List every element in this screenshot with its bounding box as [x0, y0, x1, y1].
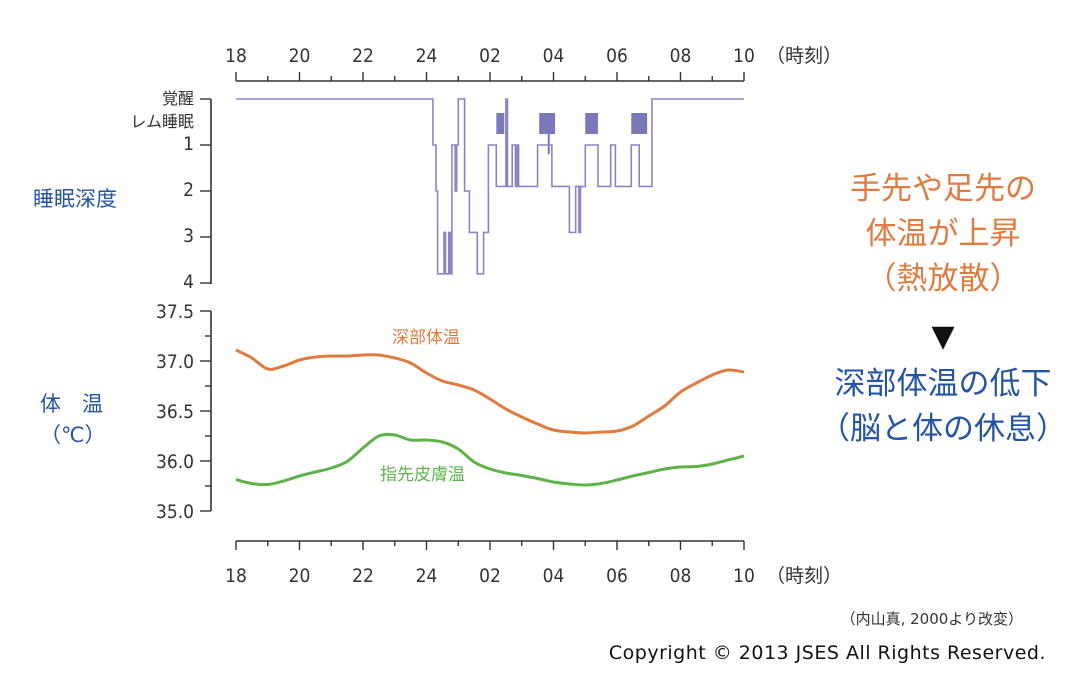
bottom-axis-tick-label: 02 — [479, 565, 501, 587]
temp-label-line1: 体 温 — [40, 392, 103, 416]
temp-y-tick-label: 36.0 — [156, 451, 194, 473]
temp-y-tick-label: 37.5 — [156, 301, 194, 323]
sleep-y-tick-label: 3 — [183, 225, 194, 247]
down-arrow-icon: ▼ — [931, 319, 954, 354]
bottom-time-axis: 18 20 22 24 02 04 06 08 10 （時刻） — [225, 540, 842, 587]
source-note: （内山真, 2000より改変） — [841, 610, 1023, 628]
bottom-axis-unit-label: （時刻） — [766, 565, 842, 587]
rem-period-block — [631, 113, 648, 134]
rem-periods — [496, 113, 648, 155]
top-axis-tick-label: 24 — [416, 45, 438, 67]
top-axis-tick-label: 04 — [543, 45, 565, 67]
callout: 手先や足先の 体温が上昇 （熱放散） ▼ 深部体温の低下 （脳と体の休息） — [819, 171, 1067, 447]
top-time-axis: 18 20 22 24 02 04 06 08 10 （時刻） — [225, 45, 842, 82]
callout-line-4: 深部体温の低下 — [835, 366, 1052, 402]
callout-line-5: （脳と体の休息） — [819, 411, 1067, 447]
sleep-y-tick-label: レム睡眠 — [130, 112, 194, 131]
bottom-axis-tick-label: 20 — [289, 565, 311, 587]
callout-line-1: 手先や足先の — [850, 171, 1036, 207]
callout-line-2: 体温が上昇 — [866, 216, 1021, 252]
sleep-y-tick-label: 覚醒 — [162, 89, 194, 108]
temp-y-ticks: 37.5 37.0 36.5 36.0 35.0 — [156, 301, 211, 523]
sleep-y-tick-label: 1 — [183, 133, 194, 155]
callout-line-3: （熱放散） — [866, 261, 1021, 297]
bottom-axis-tick-label: 10 — [733, 565, 755, 587]
top-axis-tick-label: 06 — [606, 45, 628, 67]
bottom-axis-tick-label: 04 — [543, 565, 565, 587]
copyright: Copyright © 2013 JSES All Rights Reserve… — [609, 642, 1046, 664]
sleep-y-tick-label: 4 — [183, 271, 194, 293]
top-axis-tick-label: 22 — [352, 45, 374, 67]
sleep-depth-label: 睡眠深度 — [33, 187, 117, 211]
hypnogram-line — [236, 98, 744, 275]
rem-period-block — [585, 113, 598, 134]
top-axis-tick-label: 10 — [733, 45, 755, 67]
bottom-axis-tick-label: 18 — [225, 565, 247, 587]
top-axis-ticks: 18 20 22 24 02 04 06 08 10 — [225, 45, 755, 81]
top-axis-unit-label: （時刻） — [766, 45, 842, 67]
bottom-axis-tick-label: 08 — [670, 565, 692, 587]
bottom-axis-tick-label: 22 — [352, 565, 374, 587]
temp-y-tick-label: 35.0 — [156, 501, 194, 523]
top-axis-tick-label: 08 — [670, 45, 692, 67]
core-temperature-line — [235, 348, 745, 435]
rem-period-block — [496, 113, 505, 134]
bottom-axis-ticks: 18 20 22 24 02 04 06 08 10 — [225, 541, 755, 587]
temperature-chart: 37.5 37.0 36.5 36.0 35.0 体 温 （℃） 深部体温 指先皮膚温 — [40, 301, 745, 523]
bottom-axis-tick-label: 24 — [416, 565, 438, 587]
bottom-axis-tick-label: 06 — [606, 565, 628, 587]
top-axis-tick-label: 18 — [225, 45, 247, 67]
top-axis-tick-label: 20 — [289, 45, 311, 67]
temp-y-tick-label: 36.5 — [156, 401, 194, 423]
sleep-y-tick-label: 2 — [183, 179, 194, 201]
temp-y-tick-label: 37.0 — [156, 351, 194, 373]
rem-period-block — [539, 113, 556, 134]
skin-temperature-label: 指先皮膚温 — [380, 465, 465, 485]
temp-label-line2: （℃） — [40, 423, 106, 447]
core-temperature-label: 深部体温 — [392, 328, 460, 348]
skin-temperature-line — [235, 432, 745, 487]
top-axis-tick-label: 02 — [479, 45, 501, 67]
